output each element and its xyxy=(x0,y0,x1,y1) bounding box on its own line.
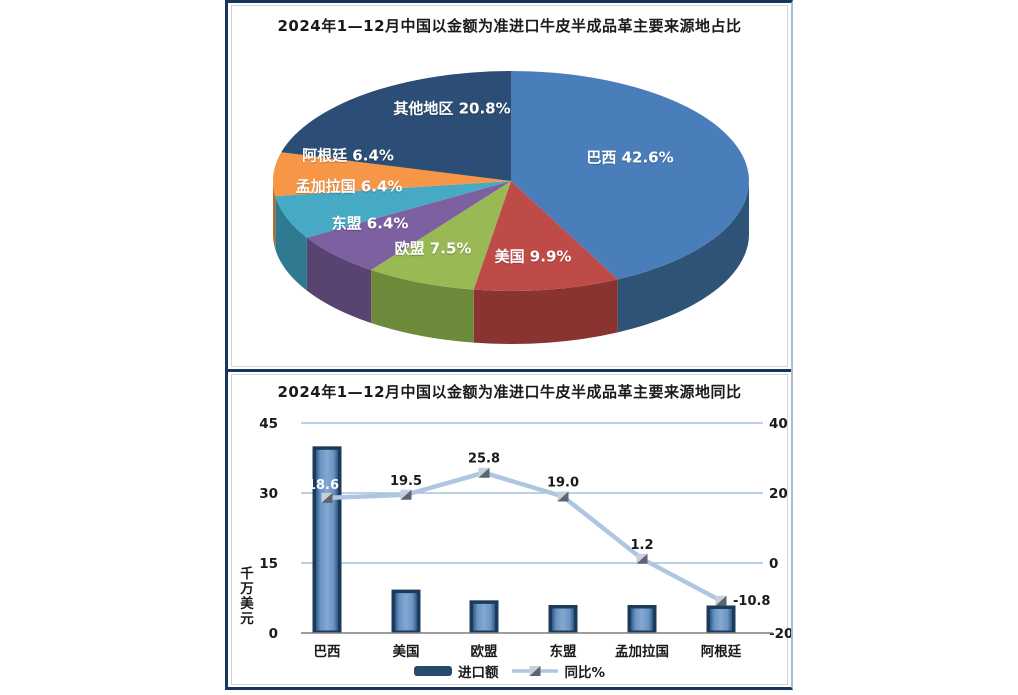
line-series-swatch-icon xyxy=(512,664,559,678)
pie-slice xyxy=(273,152,511,197)
pie-slice-label: 欧盟 7.5% xyxy=(394,239,472,258)
line-marker-icon xyxy=(321,492,333,503)
pie-slice-side xyxy=(275,196,307,291)
line-marker-icon xyxy=(636,553,648,564)
pie-slice xyxy=(275,181,511,238)
line-marker-icon xyxy=(636,553,648,564)
pie-slice-side xyxy=(617,181,749,333)
category-label: 孟加拉国 xyxy=(615,643,669,660)
pie-slice-side xyxy=(306,237,372,323)
pie-slice-side xyxy=(473,279,618,344)
line-value-label: -10.8 xyxy=(733,594,770,609)
pie-slice-label: 孟加拉国 6.4% xyxy=(295,177,403,196)
line-value-label: 25.8 xyxy=(468,452,500,467)
pie-slice-label: 美国 9.9% xyxy=(494,247,572,266)
category-label: 欧盟 xyxy=(471,643,498,660)
left-axis-tick: 0 xyxy=(269,626,278,642)
right-axis-tick: -20 xyxy=(769,626,791,642)
line-marker-icon xyxy=(478,467,490,478)
bar-series-swatch-icon xyxy=(413,666,452,676)
pie-slice-label: 其他地区 20.8% xyxy=(393,99,511,118)
line-value-label: 19.0 xyxy=(547,476,579,491)
combo-chart-panel: 2024年1—12月中国以金额为准进口牛皮半成品革主要来源地同比 千万美元 45… xyxy=(228,372,793,687)
line-value-label: 19.5 xyxy=(390,474,422,489)
left-axis-tick: 15 xyxy=(259,556,278,572)
combo-chart: 45 40 30 20 15 0 0 -20 18.6 19.5 25.8 19.0 1.2 -10.8 巴… xyxy=(228,372,793,684)
pie-chart: 巴西 42.6% 美国 9.9% 欧盟 7.5% 东盟 6.4% 孟加拉国 6.4% 阿根… xyxy=(228,3,791,369)
pie-3d-svg xyxy=(273,71,749,344)
line-swatch-svg xyxy=(512,666,559,676)
pie-slice-side xyxy=(273,181,276,250)
line-marker-icon xyxy=(321,492,333,503)
pie-chart-title: 2024年1—12月中国以金额为准进口牛皮半成品革主要来源地占比 xyxy=(277,17,742,35)
line-series xyxy=(324,470,724,604)
pie-slice-label: 阿根廷 6.4% xyxy=(302,146,394,165)
pie-slice xyxy=(511,71,749,280)
bar-face xyxy=(710,608,732,631)
left-axis-title: 千万美元 xyxy=(240,566,254,627)
pie-slice-side xyxy=(371,269,474,343)
right-axis-tick: 40 xyxy=(769,416,788,432)
pie-slice xyxy=(371,181,511,290)
bar-face xyxy=(552,608,574,631)
line-value-label: 18.6 xyxy=(307,478,339,493)
pie-slice xyxy=(281,71,511,181)
legend-item-imports: 进口额 xyxy=(413,661,499,681)
figure-frame: 2024年1—12月中国以金额为准进口牛皮半成品革主要来源地占比 巴西 42.6… xyxy=(225,0,793,690)
category-label: 巴西 xyxy=(314,644,341,660)
right-axis-tick: 0 xyxy=(769,556,778,572)
legend-label-yoy: 同比% xyxy=(564,665,606,681)
bar-face xyxy=(395,593,417,631)
line-marker-icon xyxy=(478,467,490,478)
category-label: 阿根廷 xyxy=(701,643,742,660)
left-axis-tick: 45 xyxy=(259,416,278,432)
legend-item-yoy: 同比% xyxy=(512,661,605,681)
combo-chart-title: 2024年1—12月中国以金额为准进口牛皮半成品革主要来源地同比 xyxy=(277,383,742,401)
combo-svg: 45 40 30 20 15 0 0 -20 18.6 19.5 25.8 19.0 1.2 -10.8 巴… xyxy=(259,416,793,660)
line-marker-icon xyxy=(715,595,727,606)
pie-slice xyxy=(473,181,618,291)
pie-slice-label: 东盟 6.4% xyxy=(331,214,409,233)
pie-chart-panel: 2024年1—12月中国以金额为准进口牛皮半成品革主要来源地占比 巴西 42.6… xyxy=(228,3,791,372)
line-marker-icon xyxy=(715,595,727,606)
line-marker-icon xyxy=(400,489,412,500)
pie-slice xyxy=(306,181,511,270)
category-label: 美国 xyxy=(393,643,420,660)
right-axis-tick: 20 xyxy=(769,486,788,502)
pie-slice-label: 巴西 42.6% xyxy=(586,148,674,167)
left-axis-tick: 30 xyxy=(259,486,278,502)
line-value-label: 1.2 xyxy=(630,538,653,553)
category-label: 东盟 xyxy=(550,643,578,660)
chart-legend: 进口额 同比% xyxy=(228,660,791,682)
bar-face xyxy=(473,603,495,631)
legend-label-imports: 进口额 xyxy=(457,665,499,681)
line-marker-icon xyxy=(557,491,569,502)
bar-face xyxy=(631,608,653,631)
